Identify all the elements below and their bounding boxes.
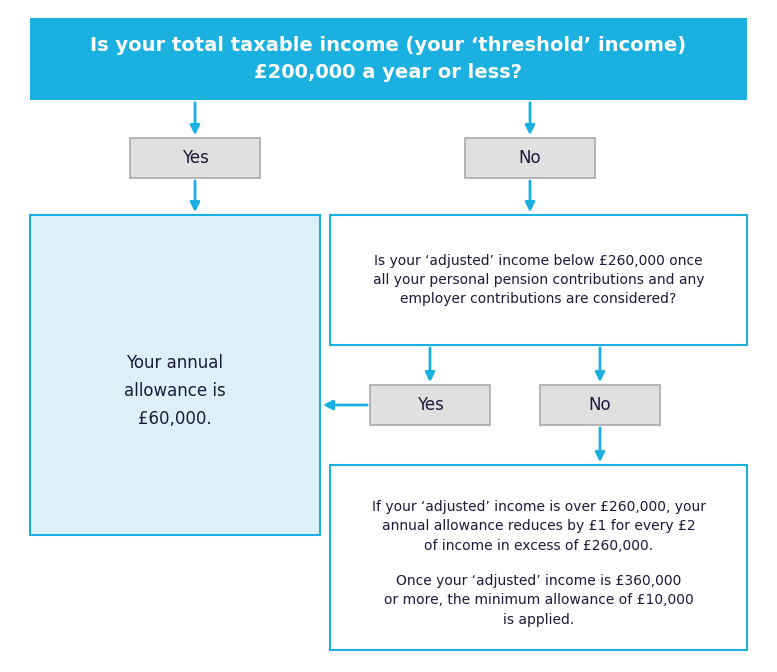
Bar [130, 138, 260, 178]
Bar [540, 385, 660, 425]
Bar [330, 465, 747, 650]
Bar [465, 138, 595, 178]
Bar [30, 18, 747, 100]
Text: No: No [589, 396, 611, 414]
Text: Is your total taxable income (your ‘threshold’ income)
£200,000 a year or less?: Is your total taxable income (your ‘thre… [90, 36, 687, 82]
Text: Yes: Yes [416, 396, 444, 414]
Text: If your ‘adjusted’ income is over £260,000, your
annual allowance reduces by £1 : If your ‘adjusted’ income is over £260,0… [371, 499, 706, 552]
Bar [30, 215, 320, 535]
Text: Is your ‘adjusted’ income below £260,000 once
all your personal pension contribu: Is your ‘adjusted’ income below £260,000… [373, 253, 704, 306]
Bar [370, 385, 490, 425]
Text: Your annual
allowance is
£60,000.: Your annual allowance is £60,000. [124, 354, 226, 428]
Bar [330, 215, 747, 345]
Text: Once your ‘adjusted’ income is £360,000
or more, the minimum allowance of £10,00: Once your ‘adjusted’ income is £360,000 … [384, 573, 693, 626]
Text: No: No [519, 149, 542, 167]
Text: Yes: Yes [182, 149, 208, 167]
